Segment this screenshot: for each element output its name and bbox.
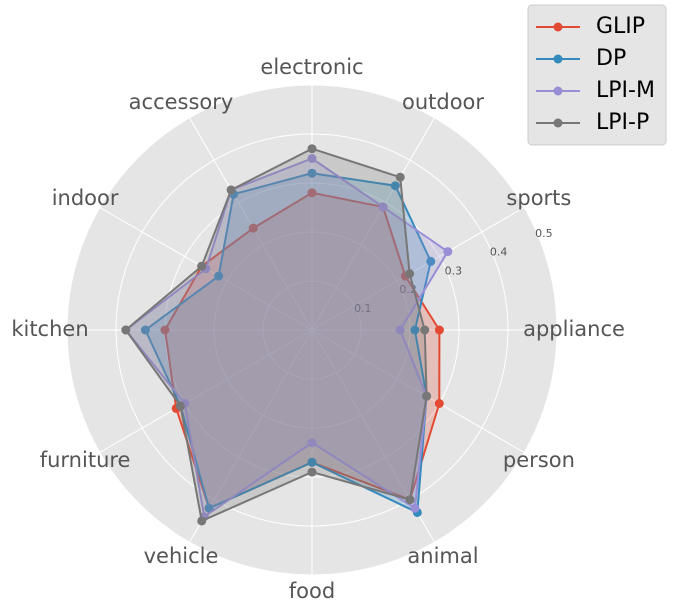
marker — [307, 168, 317, 178]
marker — [248, 223, 258, 233]
legend-marker — [553, 118, 563, 128]
marker — [197, 516, 207, 526]
spoke — [99, 329, 313, 453]
marker — [307, 457, 317, 467]
r-tick-label: 0.1 — [354, 302, 372, 315]
marker — [307, 188, 317, 198]
category-label: person — [503, 448, 575, 472]
category-label: food — [289, 579, 335, 603]
legend-label: DP — [596, 46, 626, 71]
marker — [121, 325, 131, 335]
category-label: outdoor — [402, 90, 484, 114]
legend-marker — [553, 86, 563, 96]
marker — [422, 391, 432, 401]
legend-marker — [553, 54, 563, 64]
marker — [307, 144, 317, 154]
marker — [443, 247, 453, 257]
category-label: indoor — [52, 186, 119, 210]
marker — [378, 202, 388, 212]
marker — [405, 269, 415, 279]
marker — [434, 325, 444, 335]
legend-label: LPI-M — [596, 78, 655, 103]
legend-label: GLIP — [596, 14, 645, 39]
marker — [307, 438, 317, 448]
spoke — [311, 207, 525, 331]
marker — [420, 325, 430, 335]
marker — [204, 503, 214, 513]
legend-marker — [553, 22, 563, 32]
r-tick-label: 0.5 — [535, 227, 553, 240]
marker — [434, 399, 444, 408]
category-label: vehicle — [144, 544, 219, 568]
marker — [140, 325, 150, 335]
marker — [405, 495, 415, 505]
marker — [395, 325, 405, 335]
category-label: kitchen — [11, 317, 88, 341]
r-tick-label: 0.3 — [445, 264, 463, 277]
spoke — [189, 117, 313, 331]
marker — [307, 467, 317, 477]
marker — [410, 503, 420, 513]
spoke — [311, 117, 435, 331]
category-label: animal — [407, 544, 478, 568]
category-label: appliance — [523, 317, 625, 341]
marker — [214, 271, 224, 281]
category-label: sports — [506, 186, 571, 210]
marker — [426, 256, 436, 266]
marker — [395, 172, 405, 182]
spoke — [311, 329, 525, 453]
category-label: furniture — [40, 448, 131, 472]
legend-label: LPI-P — [596, 110, 649, 135]
category-label: accessory — [129, 90, 234, 114]
marker — [197, 261, 207, 271]
marker — [226, 185, 236, 195]
marker — [410, 325, 420, 335]
marker — [160, 325, 170, 335]
marker — [175, 401, 185, 411]
marker — [390, 181, 400, 191]
legend-box — [527, 4, 667, 146]
r-tick-label: 0.4 — [490, 246, 508, 259]
category-label: electronic — [260, 55, 363, 79]
marker — [307, 154, 317, 163]
